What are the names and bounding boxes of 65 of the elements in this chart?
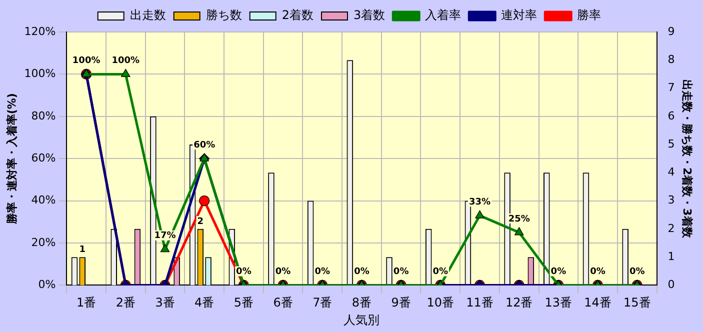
legend-label: 勝ち数 <box>206 8 242 22</box>
y2-tick-label: 5 <box>668 137 675 150</box>
y-tick-label: 120% <box>24 24 56 38</box>
x-tick-label: 15番 <box>623 296 651 310</box>
y-tick-label: 60% <box>31 151 56 164</box>
y2-tick-label: 3 <box>668 194 675 207</box>
data-label: 33% <box>468 197 491 208</box>
data-label: 100% <box>112 56 140 66</box>
x-tick-label: 9番 <box>391 296 411 310</box>
x-tick-label: 10番 <box>426 296 454 310</box>
y-tick-label: 80% <box>31 109 56 122</box>
point <box>475 210 484 218</box>
y2-tick-label: 1 <box>668 250 675 263</box>
point <box>200 153 209 162</box>
y2-tick-label: 8 <box>668 52 675 66</box>
data-label: 0% <box>550 267 566 278</box>
point <box>82 68 91 77</box>
y-axis-title: 勝率・連対率・入着率(%) <box>5 93 18 226</box>
data-label: 0% <box>236 267 252 278</box>
x-tick-label: 2番 <box>116 296 136 310</box>
y-tick-label: 100% <box>24 67 56 80</box>
y-tick-label: 20% <box>31 236 56 249</box>
data-label: 1 <box>79 244 86 255</box>
y2-tick-label: 7 <box>668 81 675 94</box>
x-tick-label: 7番 <box>312 296 332 310</box>
x-tick-label: 14番 <box>584 296 612 310</box>
data-label: 0% <box>354 267 370 278</box>
x-tick-label: 12番 <box>505 296 533 310</box>
legend-label: 連対率 <box>501 8 538 22</box>
y-tick-label: 40% <box>31 194 56 207</box>
y2-tick-label: 0 <box>668 278 675 292</box>
x-axis-title: 人気別 <box>344 312 380 327</box>
data-label: 25% <box>508 214 530 224</box>
x-tick-label: 1番 <box>76 296 96 310</box>
data-label: 0% <box>432 267 448 278</box>
point <box>514 227 524 236</box>
data-label: 60% <box>194 140 216 150</box>
x-tick-label: 6番 <box>273 296 293 310</box>
legend-label: 3着数 <box>354 8 386 22</box>
data-label: 100% <box>72 56 100 66</box>
y2-tick-label: 9 <box>668 24 675 38</box>
y2-axis-title: 出走数・勝ち数・2着数・3着数 <box>680 79 694 239</box>
data-label: 0% <box>393 267 409 278</box>
x-tick-label: 3番 <box>155 296 175 310</box>
point <box>121 68 130 77</box>
x-tick-label: 8番 <box>352 296 372 310</box>
data-label: 0% <box>275 267 291 278</box>
data-label: 0% <box>629 267 645 278</box>
data-label: 17% <box>154 231 176 242</box>
data-label: 0% <box>590 267 606 278</box>
legend-label: 勝率 <box>577 8 602 22</box>
x-tick-label: 11番 <box>466 296 494 310</box>
data-label: 0% <box>314 267 330 278</box>
x-tick-label: 4番 <box>194 296 214 310</box>
data-label: 2 <box>197 216 204 227</box>
legend-label: 入着率 <box>425 8 462 22</box>
legend-label: 2着数 <box>282 8 314 22</box>
y2-tick-label: 2 <box>668 222 675 235</box>
y-tick-label: 0% <box>38 278 56 292</box>
x-tick-label: 13番 <box>544 296 572 310</box>
point <box>160 244 170 252</box>
x-tick-label: 5番 <box>234 296 254 310</box>
legend-label: 出走数 <box>130 8 166 22</box>
y2-tick-label: 4 <box>668 166 675 179</box>
y2-tick-label: 6 <box>668 109 675 122</box>
